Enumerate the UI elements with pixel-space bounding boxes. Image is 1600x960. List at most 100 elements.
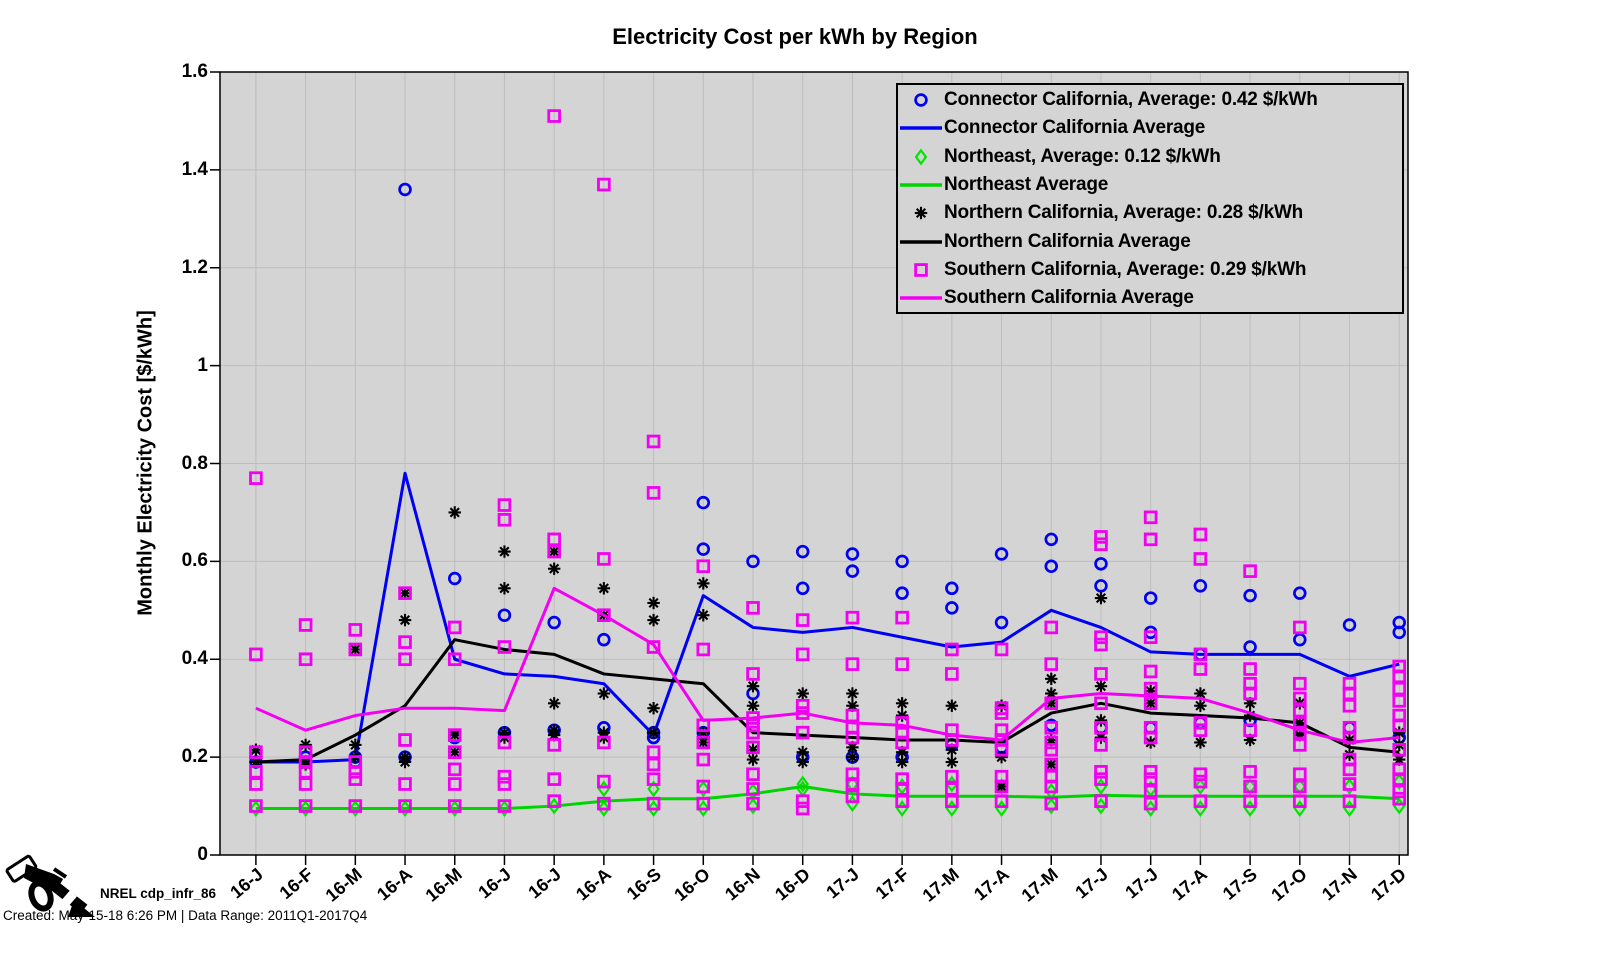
x-tick-label: 16-J: [226, 864, 267, 903]
data-point-circle: [914, 93, 928, 107]
data-point-square: [795, 725, 810, 740]
data-point-asterisk: [547, 562, 561, 575]
data-point-circle: [497, 608, 512, 622]
data-point-square: [696, 642, 711, 657]
data-point-square: [1143, 772, 1158, 786]
data-point-circle: [845, 564, 860, 578]
data-point-asterisk: [1194, 736, 1207, 749]
data-point-asterisk: [746, 679, 760, 693]
data-point-square: [1044, 657, 1059, 671]
data-point-square: [249, 647, 263, 662]
data-point-circle: [1293, 632, 1307, 647]
data-point-square: [1293, 703, 1307, 718]
created-timestamp-line: Created: May-15-18 6:26 PM | Data Range:…: [3, 908, 368, 923]
y-tick-label: 1: [197, 354, 208, 376]
legend-item: Connector California Average: [898, 114, 1402, 142]
data-point-square: [1293, 676, 1307, 691]
data-point-square: [1342, 698, 1357, 713]
data-point-square: [1243, 564, 1257, 578]
data-point-asterisk: [895, 697, 909, 710]
data-point-circle: [1094, 557, 1108, 571]
data-point-asterisk: [647, 726, 660, 739]
data-point-square: [895, 794, 909, 808]
data-point-square: [994, 779, 1009, 794]
data-point-circle: [1094, 579, 1108, 593]
y-tick-label: 0.8: [181, 452, 208, 474]
x-tick-label: 16-N: [721, 864, 764, 905]
x-tick-label: 17-J: [1121, 864, 1162, 903]
data-point-square: [597, 774, 611, 789]
y-tick-label: 0.4: [181, 648, 208, 670]
y-tick-label: 1.2: [181, 256, 208, 278]
data-point-square: [1342, 686, 1357, 701]
x-tick-label: 16-M: [421, 864, 466, 906]
data-point-square: [1094, 765, 1108, 779]
data-point-asterisk: [398, 755, 412, 769]
data-point-asterisk: [547, 697, 561, 710]
data-point-square: [1143, 765, 1158, 779]
data-point-square: [1392, 784, 1407, 799]
data-point-square: [597, 552, 611, 566]
data-point-square: [597, 796, 611, 811]
legend-line-sample-icon: [898, 173, 944, 197]
data-point-square: [249, 471, 263, 485]
data-point-diamond: [249, 800, 263, 817]
data-point-square: [845, 610, 860, 625]
data-point-square: [746, 767, 760, 782]
data-point-square: [1094, 696, 1108, 711]
data-point-square: [1094, 637, 1108, 652]
data-point-diamond: [1343, 778, 1356, 795]
legend-item: Southern California Average: [898, 284, 1402, 312]
data-point-asterisk: [1045, 672, 1058, 686]
data-point-square: [1143, 630, 1158, 645]
x-tick-label: 16-M: [321, 864, 367, 906]
x-tick-label: 17-A: [969, 864, 1013, 905]
y-tick-label: 0: [197, 844, 208, 865]
data-point-asterisk: [697, 577, 710, 590]
x-tick-label: 17-M: [918, 864, 963, 906]
data-point-square: [1293, 691, 1307, 706]
data-point-square: [497, 498, 512, 512]
data-point-asterisk: [1094, 679, 1108, 693]
data-point-asterisk: [945, 699, 959, 712]
data-point-square: [1293, 779, 1307, 794]
data-point-square: [398, 777, 412, 791]
data-point-square: [1392, 742, 1407, 757]
data-point-square: [249, 765, 263, 779]
data-point-square: [348, 772, 363, 786]
legend-item-label: Northeast Average: [944, 174, 1109, 196]
data-point-square: [1193, 527, 1208, 542]
legend-item-label: Southern California, Average: 0.29 $/kWh: [944, 258, 1307, 280]
data-point-square: [1143, 532, 1158, 547]
data-point-square: [1193, 716, 1208, 730]
data-point-asterisk: [1094, 591, 1108, 605]
data-point-square: [398, 652, 412, 667]
data-point-circle: [795, 544, 810, 559]
data-point-square: [497, 799, 512, 813]
data-point-diamond: [796, 775, 809, 793]
data-point-asterisk: [647, 596, 660, 610]
data-point-square: [746, 796, 760, 811]
data-point-asterisk: [597, 582, 611, 595]
data-point-square: [746, 601, 760, 615]
data-point-square: [795, 801, 810, 816]
data-point-diamond: [697, 800, 710, 817]
x-tick-label: 17-A: [1168, 864, 1212, 905]
data-point-square: [1044, 720, 1059, 735]
data-point-asterisk: [1194, 699, 1207, 712]
legend-item: Southern California, Average: 0.29 $/kWh: [898, 256, 1402, 284]
data-point-square: [1293, 738, 1307, 752]
average-line: [255, 586, 1400, 744]
data-point-diamond: [349, 800, 362, 817]
data-point-circle: [696, 542, 711, 556]
x-tick-label: 17-J: [822, 864, 864, 903]
data-point-circle: [447, 571, 462, 586]
legend-item-label: Northern California, Average: 0.28 $/kWh: [944, 202, 1304, 224]
data-point-square: [597, 177, 611, 192]
data-point-circle: [994, 547, 1009, 561]
data-point-square: [1044, 620, 1059, 635]
data-point-circle: [895, 554, 909, 569]
data-point-square: [1094, 530, 1108, 544]
data-point-asterisk: [846, 741, 859, 754]
